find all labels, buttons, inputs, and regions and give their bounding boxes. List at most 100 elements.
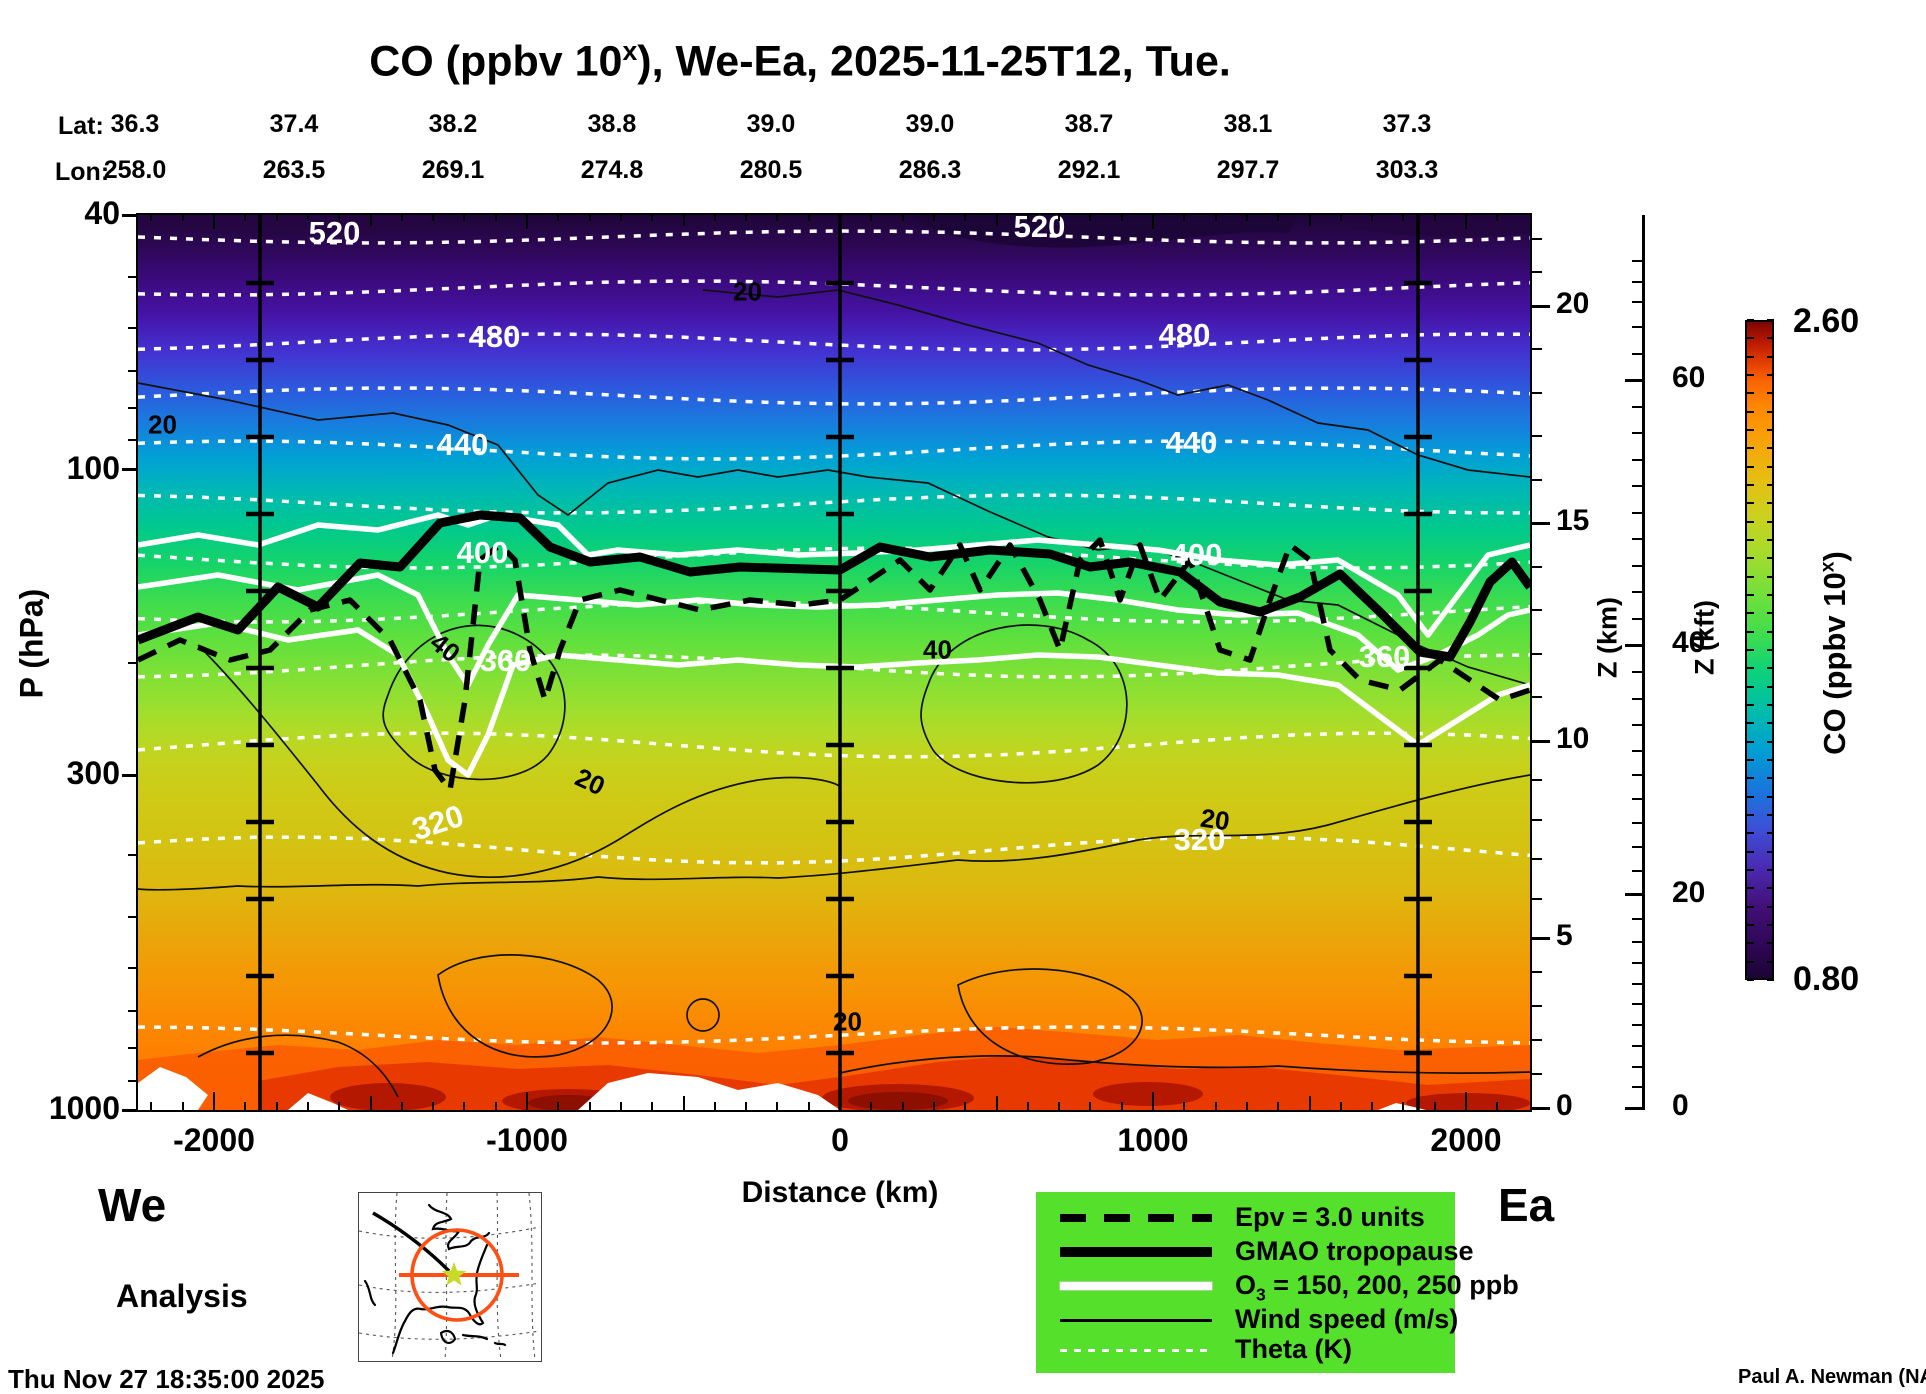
ozone-contour: [137, 571, 1530, 688]
z-km-tick-label: 5: [1556, 919, 1573, 952]
axis-tick: [932, 1102, 935, 1110]
axis-tick: [306, 1102, 309, 1110]
axis-tick: [1747, 704, 1754, 706]
distance-tick-label: -2000: [173, 1122, 255, 1158]
axis-tick: [1632, 260, 1642, 263]
axis-tick: [1747, 392, 1754, 395]
axis-tick: [1183, 215, 1186, 222]
axis-tick: [1767, 520, 1774, 523]
axis-tick: [1245, 1102, 1248, 1110]
axis-tick: [128, 439, 138, 442]
east-endpoint-label: Ea: [1498, 1179, 1555, 1231]
waypoint-lat-value: 39.0: [746, 110, 796, 138]
axis-tick: [1747, 337, 1754, 340]
wind-speed-contour: [137, 381, 1530, 686]
axis-tick: [1747, 777, 1754, 780]
axis-tick: [1632, 1044, 1642, 1047]
axis-tick: [932, 215, 935, 222]
distance-tick-label: 0: [831, 1122, 849, 1158]
waypoint-lon-value: 274.8: [580, 156, 644, 184]
axis-tick: [901, 215, 904, 222]
axis-tick: [1632, 352, 1642, 355]
axis-tick: [494, 1102, 497, 1110]
axis-tick: [1747, 630, 1754, 633]
axis-tick: [181, 215, 184, 222]
axis-tick: [128, 916, 138, 919]
axis-tick: [1747, 942, 1754, 945]
axis-tick: [369, 215, 372, 227]
axis-tick: [122, 773, 138, 777]
axis-tick: [619, 1102, 622, 1110]
axis-tick: [1632, 326, 1642, 329]
axis-tick: [1767, 740, 1774, 743]
axis-tick: [839, 1092, 841, 1110]
axis-tick: [1747, 465, 1754, 468]
axis-tick: [1402, 1102, 1405, 1110]
pressure-tick-label: 300: [66, 755, 120, 792]
legend-item-epv: Epv = 3.0 units: [1036, 1200, 1455, 1236]
axis-tick: [244, 1102, 247, 1110]
axis-tick: [1371, 1102, 1374, 1110]
axis-tick: [1532, 818, 1542, 821]
axis-tick: [1767, 630, 1774, 633]
west-endpoint-label: We: [98, 1179, 167, 1231]
axis-tick: [807, 1102, 810, 1110]
axis-tick: [1496, 1102, 1499, 1110]
axis-tick: [1747, 447, 1754, 450]
axis-tick: [1433, 1102, 1436, 1110]
max-co-blob: [847, 1091, 948, 1110]
axis-tick: [1747, 649, 1754, 651]
legend-box: Epv = 3.0 units GMAO tropopause O3 = 150…: [1036, 1192, 1519, 1373]
distance-tick-label: 2000: [1430, 1122, 1502, 1158]
axis-tick: [400, 215, 403, 222]
axis-tick: [1532, 696, 1542, 699]
axis-tick: [1632, 917, 1642, 920]
axis-tick: [1747, 979, 1754, 981]
axis-tick: [1747, 410, 1754, 413]
axis-tick: [1089, 1102, 1092, 1110]
axis-tick: [1632, 797, 1642, 800]
axis-tick: [1632, 724, 1642, 727]
axis-tick: [1532, 609, 1542, 612]
z-kft-tick-label: 60: [1672, 361, 1706, 395]
max-co-blob: [1405, 1092, 1530, 1110]
axis-tick: [1214, 215, 1217, 222]
axis-tick: [432, 215, 435, 222]
axis-tick: [1632, 432, 1642, 435]
axis-tick: [128, 1009, 138, 1012]
z-km-axis-title: Z (km): [1592, 597, 1623, 678]
axis-tick: [1214, 1102, 1217, 1110]
axis-tick: [1632, 280, 1642, 283]
location-star-icon: [441, 1262, 467, 1286]
axis-tick: [1747, 612, 1754, 615]
axis-tick: [1767, 795, 1774, 798]
waypoint-lon-value: 263.5: [262, 156, 326, 184]
axis-tick: [995, 1096, 998, 1110]
axis-tick: [1089, 215, 1092, 222]
axis-tick: [1120, 1102, 1123, 1110]
axis-tick: [1152, 215, 1154, 230]
contour-overlay-layer: [137, 214, 1530, 1110]
axis-tick: [1058, 215, 1061, 222]
z-km-tick-label: 0: [1556, 1089, 1573, 1122]
pressure-axis-title: P (hPa): [13, 588, 50, 699]
axis-tick: [122, 468, 138, 472]
chart-title: CO (ppbv 10x), We-Ea, 2025-11-25T12, Tue…: [369, 36, 1231, 86]
axis-tick: [557, 215, 560, 222]
waypoint-lon-value: 280.5: [739, 156, 803, 184]
theta-contour-label: 360: [479, 642, 532, 678]
axis-tick: [432, 1102, 435, 1110]
wind-speed-contour: [702, 288, 1530, 478]
z-kft-tick-label: 40: [1672, 626, 1706, 660]
axis-tick: [1767, 924, 1774, 926]
wind-speed-contour: [137, 773, 1530, 891]
terrain-cutout: [287, 1092, 348, 1110]
axis-tick: [1747, 575, 1754, 578]
axis-tick: [776, 1102, 779, 1110]
axis-tick: [244, 215, 247, 222]
axis-tick: [651, 215, 654, 222]
axis-tick: [1632, 982, 1642, 985]
pressure-tick-label: 40: [84, 195, 120, 231]
max-co-blob: [1092, 1081, 1203, 1106]
axis-tick: [745, 215, 748, 222]
